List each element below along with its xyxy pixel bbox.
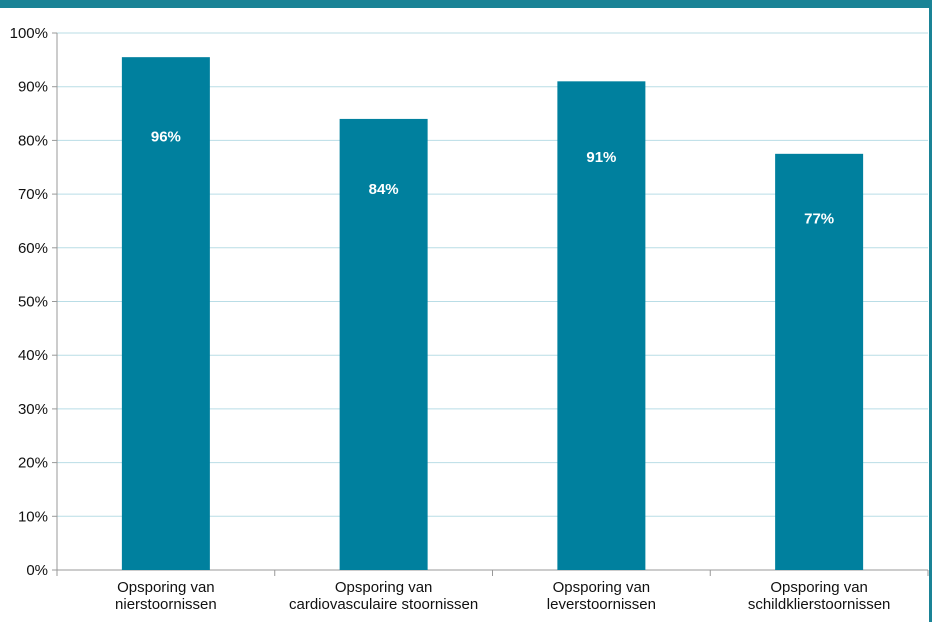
- y-tick-label: 90%: [18, 79, 48, 96]
- y-tick-label: 60%: [18, 240, 48, 257]
- y-tick-label: 40%: [18, 347, 48, 364]
- data-label: 91%: [586, 149, 616, 166]
- bar: [775, 153, 864, 570]
- category-label: Opsporing van: [770, 579, 868, 596]
- data-label: 84%: [369, 181, 399, 198]
- y-tick-label: 30%: [18, 401, 48, 418]
- category-label: schildklierstoornissen: [748, 596, 891, 613]
- category-label: Opsporing van: [335, 579, 433, 596]
- y-tick-label: 10%: [18, 508, 48, 525]
- category-label: Opsporing van: [553, 579, 651, 596]
- data-label: 77%: [804, 210, 834, 227]
- y-tick-label: 80%: [18, 132, 48, 149]
- y-tick-label: 0%: [26, 562, 48, 579]
- bar: [557, 81, 646, 570]
- y-tick-label: 20%: [18, 455, 48, 472]
- data-label: 96%: [151, 129, 181, 146]
- category-label: Opsporing van: [117, 579, 215, 596]
- category-label: cardiovasculaire stoornissen: [289, 596, 478, 613]
- y-tick-label: 70%: [18, 186, 48, 203]
- y-tick-label: 50%: [18, 294, 48, 311]
- category-label: nierstoornissen: [115, 596, 217, 613]
- y-tick-label: 100%: [10, 25, 48, 42]
- bar: [121, 57, 210, 571]
- bar: [339, 118, 428, 571]
- category-label: leverstoornissen: [547, 596, 656, 613]
